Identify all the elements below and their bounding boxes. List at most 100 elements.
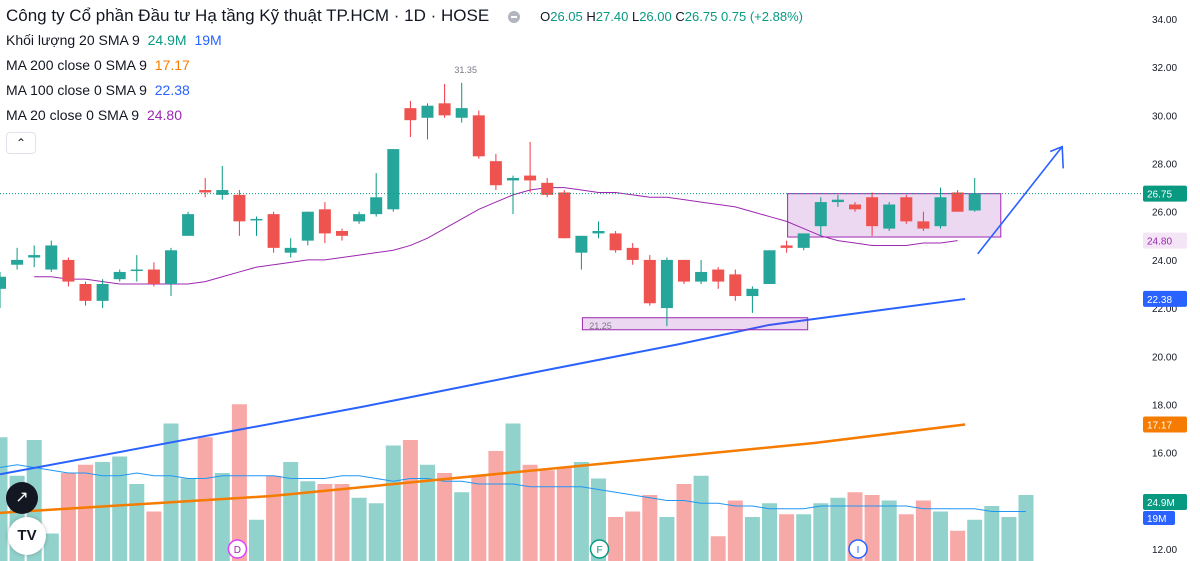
candle-body [780, 245, 793, 248]
y-axis-tick-label: 32.00 [1152, 63, 1177, 74]
candle-body [917, 221, 930, 229]
y-axis-tick-label: 16.00 [1152, 449, 1177, 460]
candle-body [96, 284, 109, 301]
candle-body [301, 211, 314, 241]
y-axis-tick-label: 34.00 [1152, 15, 1177, 26]
candle-body [11, 259, 24, 265]
candle-body [729, 274, 742, 297]
expand-icon[interactable]: ↗ [6, 482, 38, 514]
candle-body [455, 108, 468, 118]
tradingview-logo[interactable]: TV [8, 517, 46, 555]
volume-bar [796, 514, 812, 561]
volume-bar [539, 470, 555, 561]
volume-bar [864, 495, 880, 561]
volume-bar [300, 481, 316, 561]
price-badge [1143, 416, 1187, 433]
volume-bar [249, 519, 264, 561]
candle-body [336, 231, 348, 236]
trend-arrowhead [1049, 145, 1064, 169]
candle-body [267, 214, 280, 248]
volume-bar [317, 484, 333, 561]
y-axis-tick-label: 24.00 [1152, 256, 1177, 267]
volume-bar [368, 503, 384, 561]
candle-body [284, 247, 297, 253]
change-value: 0.75 (+2.88%) [720, 9, 803, 24]
candle-body [489, 161, 502, 186]
candle-body [318, 209, 331, 234]
candle-body [233, 194, 246, 222]
indicator-ma200[interactable]: MA 200 close 0 SMA 9 17.17 [6, 53, 803, 78]
y-axis-tick-label: 26.00 [1152, 208, 1177, 219]
volume-bar [573, 462, 589, 561]
volume-bar [779, 514, 795, 561]
price-badge-label: 26.75 [1147, 190, 1172, 201]
volume-bar [454, 492, 470, 561]
indicator-value: 24.80 [146, 107, 183, 123]
event-marker-label: F [596, 545, 602, 556]
volume-bar [762, 503, 777, 561]
price-badge-label: 22.38 [1147, 295, 1172, 306]
candle-body [951, 192, 964, 212]
candle-body [182, 214, 195, 236]
candle-body [62, 259, 75, 282]
volume-bar [881, 500, 897, 561]
indicator-ma100[interactable]: MA 100 close 0 SMA 9 22.38 [6, 78, 803, 103]
indicator-label: MA 100 close 0 SMA 9 [6, 82, 147, 98]
volume-bar [984, 506, 1000, 561]
volume-bar [146, 511, 162, 561]
indicator-label: MA 200 close 0 SMA 9 [6, 57, 147, 73]
volume-bar [967, 519, 983, 561]
price-badge [1143, 232, 1187, 249]
event-marker-label: I [857, 545, 860, 556]
volume-bar [283, 462, 299, 561]
header-row: Công ty Cổ phần Đầu tư Hạ tầng Kỹ thuật … [6, 4, 803, 28]
chevron-up-icon[interactable]: ⌃ [6, 132, 36, 154]
price-badge-label: 17.17 [1147, 420, 1172, 431]
volume-bar [505, 423, 521, 561]
volume-bar [60, 473, 76, 561]
volume-bar [830, 497, 846, 561]
volume-bar [129, 484, 145, 561]
candle-body [421, 105, 434, 118]
open-label: O [540, 9, 551, 24]
event-marker [589, 539, 610, 559]
candle-body [695, 271, 708, 282]
candle-body [472, 115, 485, 157]
indicator-value: 22.38 [154, 82, 190, 98]
indicator-volume[interactable]: Khối lượng 20 SMA 9 24.9M 19M [6, 28, 803, 53]
chart-legend: Công ty Cổ phần Đầu tư Hạ tầng Kỹ thuật … [6, 4, 803, 154]
y-axis-tick-label: 30.00 [1152, 111, 1177, 122]
candle-body [678, 259, 690, 282]
low-annotation: 21.25 [589, 321, 612, 331]
indicator-ma20[interactable]: MA 20 close 0 SMA 9 24.80 [6, 103, 803, 128]
volume-bar [642, 495, 658, 561]
price-badge [1143, 185, 1187, 202]
candle-body [113, 271, 126, 280]
volume-bar [231, 404, 247, 561]
high-annotation: 31.35 [454, 65, 477, 75]
volume-bar [1001, 517, 1017, 561]
volume-sma-badge-label: 19M [1147, 514, 1166, 525]
volume-bar [676, 484, 692, 561]
candle-body [900, 197, 913, 222]
ma20-line [34, 187, 958, 285]
candle-body [643, 259, 656, 304]
candle-body [353, 214, 366, 222]
event-marker [848, 539, 868, 559]
candle-body [746, 288, 759, 297]
ma100-line [0, 297, 966, 476]
volume-bar [0, 437, 8, 561]
indicator-value: 19M [194, 32, 222, 48]
candle-body [558, 192, 571, 239]
volume-bar [625, 511, 641, 561]
candle-body [712, 269, 725, 282]
symbol-title: Công ty Cổ phần Đầu tư Hạ tầng Kỹ thuật … [6, 6, 490, 25]
volume-bar [95, 462, 111, 561]
indicator-value: 17.17 [154, 57, 190, 73]
candle-body [575, 235, 588, 253]
candle-body [849, 204, 861, 210]
eye-icon[interactable] [507, 10, 520, 23]
candle-body [250, 218, 263, 221]
y-axis-tick-label: 20.00 [1152, 352, 1177, 363]
